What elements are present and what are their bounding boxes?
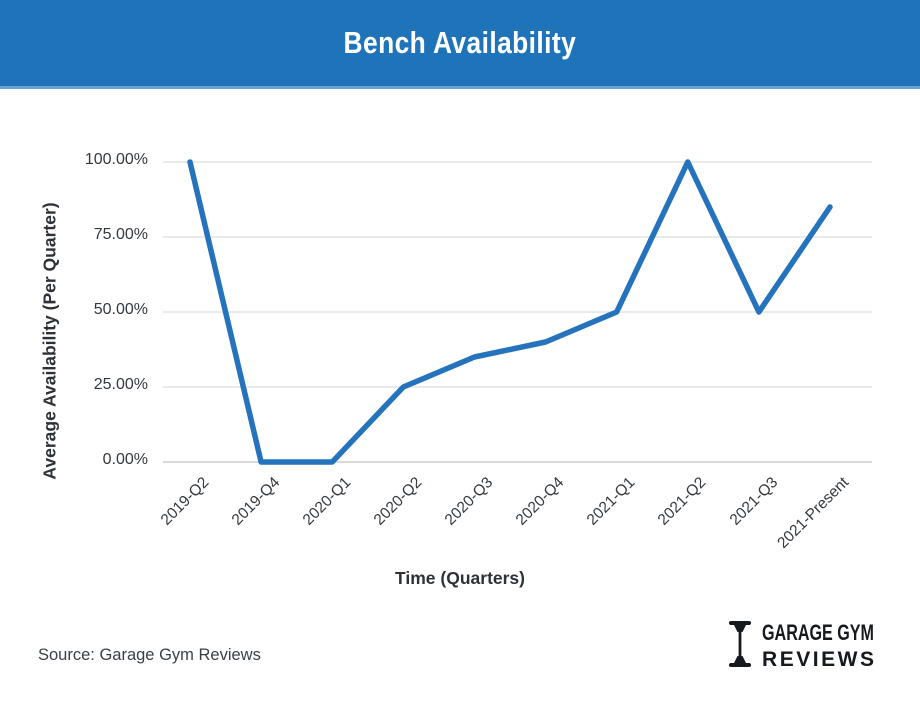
y-tick-label: 75.00% (93, 226, 148, 243)
y-axis-title: Average Availability (Per Quarter) (39, 202, 60, 480)
y-tick-label: 50.00% (93, 301, 148, 318)
header-banner: Bench Availability (0, 0, 920, 89)
availability-line-series (187, 159, 833, 465)
logo-line2: REVIEWS (762, 648, 874, 671)
x-axis-title: Time (Quarters) (395, 568, 525, 588)
y-tick-label: 100.00% (84, 151, 148, 168)
dumbbell-icon (729, 621, 751, 667)
y-tick-label: 25.00% (93, 376, 148, 393)
brand-logo: GARAGE GYM REVIEWS (728, 619, 878, 673)
logo-line1: GARAGE GYM (762, 620, 874, 645)
y-tick-label: 0.00% (102, 451, 148, 468)
source-note: Source: Garage Gym Reviews (38, 646, 261, 664)
chart-title: Bench Availability (343, 25, 577, 60)
garage-gym-reviews-logo: GARAGE GYM REVIEWS (729, 620, 874, 671)
